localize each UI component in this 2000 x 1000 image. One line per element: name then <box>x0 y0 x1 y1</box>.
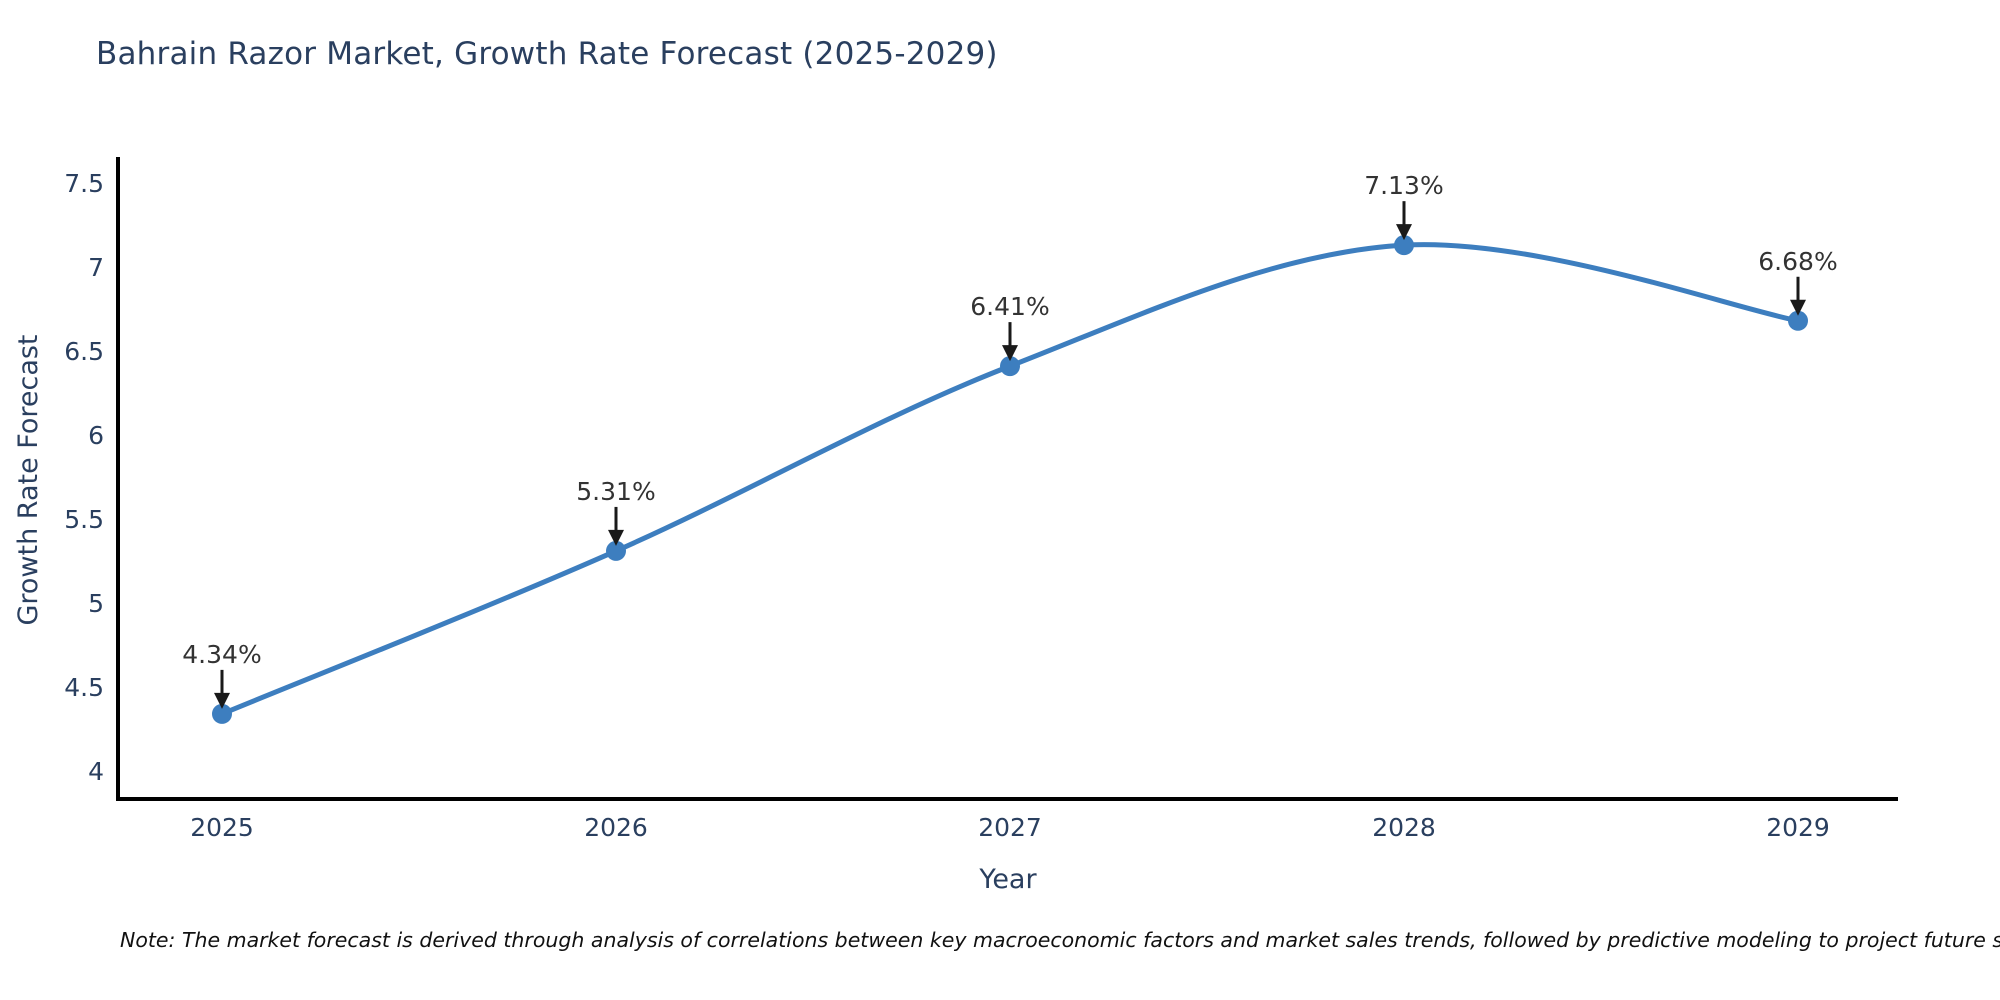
y-tick-label: 7.5 <box>64 169 104 198</box>
annotation-arrowhead-icon <box>1002 345 1018 362</box>
y-tick-label: 5 <box>88 589 104 618</box>
x-tick-label: 2027 <box>978 813 1042 842</box>
x-axis-title: Year <box>978 864 1037 895</box>
x-tick-label: 2026 <box>584 813 648 842</box>
x-tick-label: 2025 <box>190 813 254 842</box>
y-axis-title: Growth Rate Forecast <box>13 334 44 625</box>
annotation-arrowhead-icon <box>1790 299 1806 316</box>
y-tick-label: 4 <box>88 757 104 786</box>
point-label: 4.34% <box>182 640 261 669</box>
point-label: 6.41% <box>970 292 1049 321</box>
data-point <box>1394 235 1414 256</box>
y-tick-label: 6 <box>88 421 104 450</box>
y-tick-label: 4.5 <box>64 673 104 702</box>
data-point <box>212 703 232 724</box>
point-label: 7.13% <box>1364 171 1443 200</box>
point-label: 6.68% <box>1758 247 1837 276</box>
data-point <box>1788 310 1808 331</box>
annotation-arrowhead-icon <box>214 692 230 709</box>
y-tick-label: 7 <box>88 253 104 282</box>
data-point <box>1000 356 1020 377</box>
y-tick-label: 6.5 <box>64 337 104 366</box>
x-tick-label: 2029 <box>1766 813 1830 842</box>
footnote: Note: The market forecast is derived thr… <box>120 928 2000 952</box>
x-tick-label: 2028 <box>1372 813 1436 842</box>
data-point <box>606 540 626 561</box>
chart-title: Bahrain Razor Market, Growth Rate Foreca… <box>96 36 998 72</box>
y-tick-label: 5.5 <box>64 505 104 534</box>
point-label: 5.31% <box>576 477 655 506</box>
annotation-arrowhead-icon <box>1396 224 1412 241</box>
annotation-arrowhead-icon <box>608 529 624 546</box>
